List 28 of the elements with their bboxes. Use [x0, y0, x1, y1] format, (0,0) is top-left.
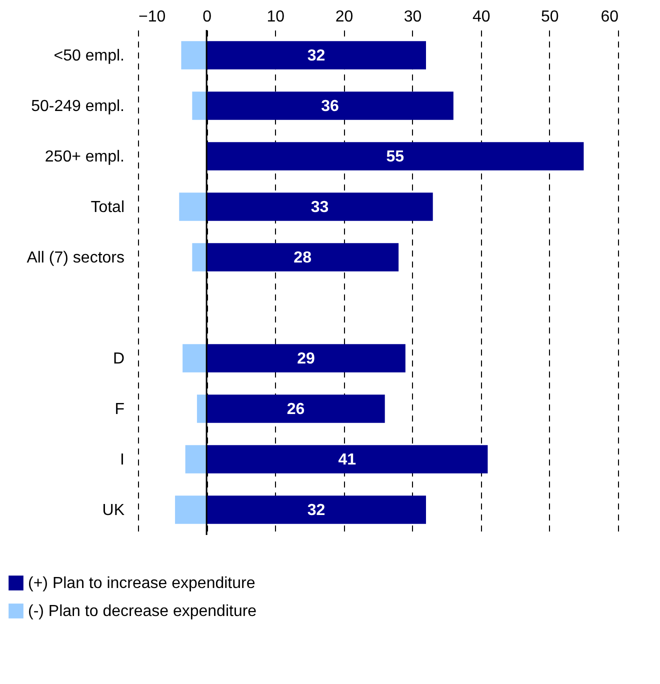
data-label: 32 — [307, 502, 326, 519]
x-tick-label: 30 — [404, 8, 422, 26]
y-tick-label: <50 empl. — [54, 47, 124, 64]
x-tick-label: −10 — [138, 8, 166, 26]
y-tick-label: F — [114, 400, 125, 418]
x-tick-label: 60 — [600, 8, 619, 26]
y-tick-label: 250+ empl. — [44, 148, 124, 166]
data-label: 26 — [286, 400, 305, 418]
x-tick-label: 20 — [335, 8, 354, 26]
y-tick-label: 50-249 empl. — [31, 98, 124, 115]
data-label: 29 — [297, 350, 315, 368]
legend-label: (-) Plan to decrease expenditure — [28, 603, 257, 620]
data-label: 55 — [386, 148, 404, 166]
legend-label: (+) Plan to increase expenditure — [28, 575, 256, 592]
y-tick-label: All (7) sectors — [26, 249, 124, 266]
y-tick-label: I — [120, 451, 124, 468]
x-tick-label: 50 — [541, 8, 559, 26]
data-label: 41 — [338, 451, 356, 468]
data-label: 28 — [294, 249, 312, 266]
data-label: 32 — [307, 47, 326, 64]
data-label: 36 — [321, 98, 339, 115]
x-tick-label: 0 — [202, 8, 212, 26]
y-tick-label: UK — [102, 502, 125, 519]
y-tick-label: D — [112, 350, 124, 368]
data-label: 33 — [310, 198, 329, 216]
y-tick-label: Total — [90, 198, 124, 216]
x-tick-label: 40 — [472, 8, 490, 26]
x-tick-label: 10 — [266, 8, 285, 26]
